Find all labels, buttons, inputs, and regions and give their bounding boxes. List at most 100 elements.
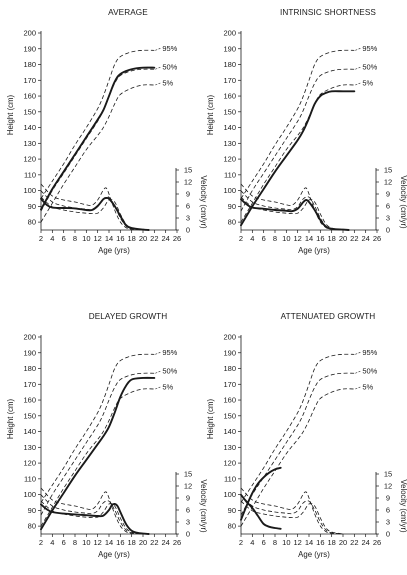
percentile-label: 5% [362,79,373,88]
percentile-leader-line [355,48,361,51]
age-tick-label: 22 [350,234,358,243]
velocity-tick-label: 15 [384,470,392,479]
age-tick-label: 10 [82,538,90,547]
velocity-tick-label: 15 [384,166,392,175]
height-percentile-curve-p5 [40,388,155,527]
height-tick-label: 180 [223,60,236,69]
age-tick-label: 8 [273,538,277,547]
age-tick-label: 24 [361,234,369,243]
age-tick-label: 20 [139,538,147,547]
percentile-label: 95% [362,348,377,357]
velocity-percentile-curve-p5 [40,500,144,535]
growth-chart-panel: INTRINSIC SHORTNESS809010011012013014015… [206,8,407,255]
patient-velocity-curve [240,198,350,231]
percentile-label: 5% [162,79,173,88]
age-tick-label: 2 [239,538,243,547]
age-tick-label: 6 [62,234,66,243]
velocity-tick-label: 3 [186,214,190,223]
percentile-leader-line [355,386,361,390]
age-tick-label: 10 [282,538,290,547]
height-tick-label: 200 [23,333,36,342]
height-axis-label: Height (cm) [6,94,15,135]
age-axis-label: Age (yrs) [98,550,130,559]
height-axis-label: Height (cm) [206,94,215,135]
age-axis-label: Age (yrs) [298,550,330,559]
age-tick-label: 6 [62,538,66,547]
height-tick-label: 110 [224,474,236,483]
chart-title: AVERAGE [108,8,148,17]
height-percentile-curve-p5 [240,84,355,223]
height-percentile-curve-p5 [40,84,155,223]
age-tick-label: 12 [293,234,301,243]
patient-height-curve [40,376,156,531]
age-tick-label: 26 [373,538,381,547]
height-tick-label: 140 [23,427,36,436]
velocity-tick-label: 6 [186,202,190,211]
age-tick-label: 14 [305,538,313,547]
height-tick-label: 80 [28,218,36,227]
height-tick-label: 150 [223,107,236,116]
height-tick-label: 170 [223,380,236,389]
age-tick-label: 14 [105,234,113,243]
velocity-tick-label: 12 [184,482,192,491]
age-tick-label: 14 [305,234,313,243]
height-tick-label: 160 [223,396,236,405]
height-axis-label: Height (cm) [206,398,215,439]
age-tick-label: 10 [282,234,290,243]
velocity-tick-label: 15 [184,166,192,175]
percentile-leader-line [155,370,161,374]
growth-chart-panel: ATTENUATED GROWTH80901001101201301401501… [206,312,407,559]
height-tick-label: 120 [223,155,236,164]
age-tick-label: 8 [73,234,77,243]
age-tick-label: 12 [93,234,101,243]
height-tick-label: 80 [228,522,236,531]
height-tick-label: 130 [223,139,236,148]
height-tick-label: 100 [223,186,236,195]
velocity-percentile-curve-p50 [240,494,344,535]
height-tick-label: 100 [223,490,236,499]
height-tick-label: 140 [223,427,236,436]
age-tick-label: 18 [127,538,135,547]
velocity-tick-label: 3 [386,214,390,223]
chart-title: ATTENUATED GROWTH [281,312,376,321]
age-tick-label: 2 [239,234,243,243]
velocity-tick-label: 0 [386,226,390,235]
age-tick-label: 16 [116,234,124,243]
height-tick-label: 190 [23,44,36,53]
velocity-tick-label: 12 [384,178,392,187]
height-percentile-curve-p50 [240,372,355,516]
patient-velocity-curve [240,493,282,530]
percentile-leader-line [355,370,361,374]
age-tick-label: 2 [39,538,43,547]
height-tick-label: 130 [223,443,236,452]
percentile-leader-line [155,352,161,355]
height-tick-label: 80 [228,218,236,227]
percentile-leader-line [355,82,361,86]
height-axis-label: Height (cm) [6,398,15,439]
age-tick-label: 22 [350,538,358,547]
percentile-label: 5% [362,383,373,392]
velocity-tick-label: 6 [386,506,390,515]
velocity-tick-label: 6 [186,506,190,515]
velocity-tick-label: 6 [386,202,390,211]
velocity-tick-label: 0 [186,530,190,539]
percentile-label: 50% [362,367,377,376]
velocity-percentile-curve-p5 [40,196,144,231]
percentile-leader-line [355,66,361,70]
height-tick-label: 160 [23,92,36,101]
age-tick-label: 24 [361,538,369,547]
velocity-tick-label: 0 [186,226,190,235]
velocity-tick-label: 9 [386,190,390,199]
velocity-axis-label: Velocity (cm/yr) [199,479,208,533]
age-tick-label: 2 [39,234,43,243]
age-tick-label: 16 [116,538,124,547]
velocity-percentile-curve-p95 [240,183,344,231]
height-tick-label: 130 [23,443,36,452]
velocity-tick-label: 3 [186,518,190,527]
height-tick-label: 160 [223,92,236,101]
age-tick-label: 14 [105,538,113,547]
velocity-percentile-curve-p50 [40,494,144,535]
percentile-label: 50% [362,63,377,72]
height-percentile-curve-p5 [240,388,355,527]
